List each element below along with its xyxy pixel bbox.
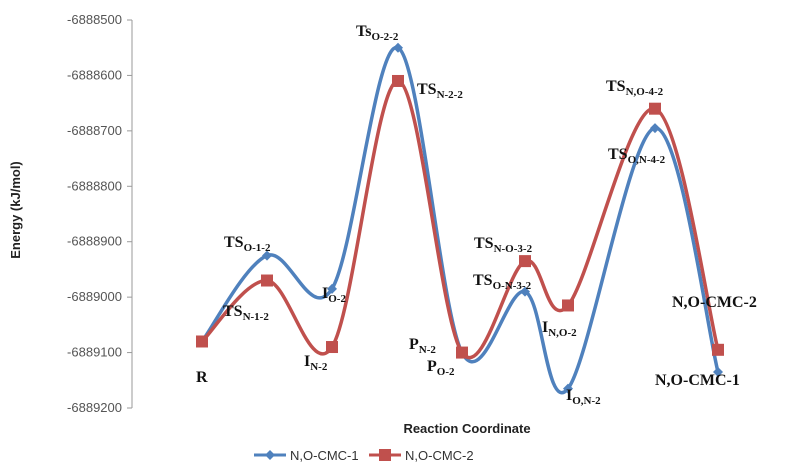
- annotation-label: TSN-1-2: [223, 303, 269, 323]
- legend-swatch-marker: [265, 450, 275, 460]
- series-2: [196, 74, 724, 360]
- annotation-label: TSO-1-2: [224, 234, 271, 254]
- data-point-marker: [196, 335, 208, 348]
- annotation-label: TsO-2-2: [356, 23, 399, 43]
- point-annotations: R TSO-1-2 TSN-1-2 IO-2 IN-2 TsO-2-2 TSN-2-2 PN-…: [196, 23, 757, 407]
- annotation-label: N,O-CMC-1: [655, 372, 740, 389]
- data-point-marker: [563, 383, 573, 394]
- data-point-marker: [650, 123, 660, 134]
- annotation-label: TSN-2-2: [417, 81, 463, 101]
- y-tick-label: -6889200: [67, 400, 122, 415]
- annotation-label: PO-2: [427, 358, 455, 378]
- annotation-label: TSN,O-4-2: [606, 78, 664, 98]
- annotation-label: PN-2: [409, 336, 436, 356]
- annotation-label: IN,O-2: [542, 319, 577, 339]
- y-tick-label: -6888900: [67, 234, 122, 249]
- annotation-label: IN-2: [304, 353, 328, 373]
- y-tick-label: -6888500: [67, 12, 122, 27]
- legend-item-1: N,O-CMC-1: [254, 448, 359, 463]
- annotation-label: TSN-O-3-2: [474, 235, 533, 255]
- y-tick-label: -6888600: [67, 67, 122, 82]
- legend-item-2: N,O-CMC-2: [369, 448, 474, 463]
- data-point-marker: [326, 341, 338, 354]
- y-tick-label: -6888700: [67, 123, 122, 138]
- data-point-marker: [713, 366, 723, 377]
- annotation-label: TSO-N-3-2: [473, 272, 532, 292]
- annotation-label: IO,N-2: [566, 387, 601, 407]
- chart-axes: -6888500 -6888600 -6888700 -6888800 -6888900…: [67, 12, 133, 415]
- series-line: [200, 45, 720, 395]
- series-layer: [196, 42, 724, 395]
- annotation-label: N,O-CMC-2: [672, 294, 757, 311]
- data-point-marker: [261, 274, 273, 287]
- annotation-label: IO-2: [322, 285, 346, 305]
- data-point-marker: [562, 299, 574, 312]
- legend-swatch-marker: [379, 449, 391, 461]
- legend-label: N,O-CMC-1: [290, 448, 359, 463]
- data-point-marker: [327, 283, 337, 294]
- data-point-marker: [262, 250, 272, 261]
- data-point-marker: [649, 102, 661, 115]
- y-axis-title: Energy (kJ/mol): [8, 161, 23, 259]
- annotation-label: TSO,N-4-2: [608, 146, 666, 166]
- legend: N,O-CMC-1 N,O-CMC-2: [254, 448, 474, 463]
- data-point-marker: [712, 343, 724, 356]
- data-point-marker: [519, 255, 531, 268]
- series-line: [200, 79, 720, 360]
- y-tick-label: -6889100: [67, 345, 122, 360]
- y-tick-label: -6889000: [67, 289, 122, 304]
- x-axis-title: Reaction Coordinate: [403, 421, 530, 436]
- data-point-marker: [392, 74, 404, 87]
- data-point-marker: [456, 346, 468, 359]
- annotation-label: R: [196, 369, 208, 386]
- legend-label: N,O-CMC-2: [405, 448, 474, 463]
- data-point-marker: [520, 286, 530, 297]
- y-tick-label: -6888800: [67, 178, 122, 193]
- data-point-marker: [393, 42, 403, 53]
